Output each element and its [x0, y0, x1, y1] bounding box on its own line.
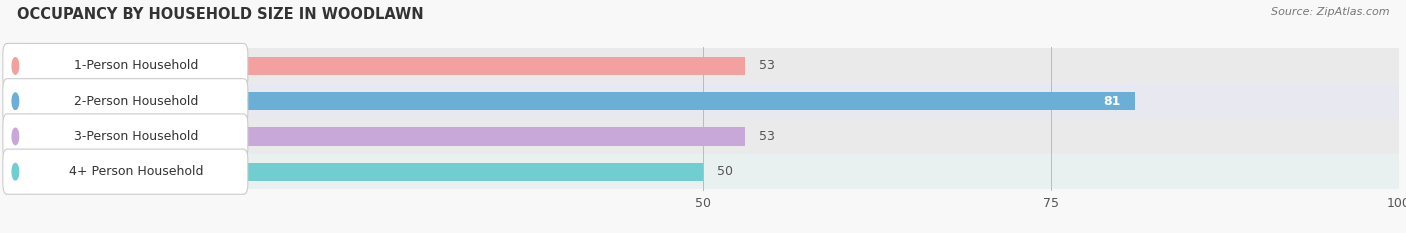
Bar [7, 92, 1135, 110]
Bar [7, 154, 1399, 189]
Bar [7, 163, 703, 181]
FancyBboxPatch shape [3, 114, 247, 159]
Text: 1-Person Household: 1-Person Household [75, 59, 198, 72]
Text: 2-Person Household: 2-Person Household [75, 95, 198, 108]
Circle shape [13, 163, 18, 180]
Text: 81: 81 [1104, 95, 1121, 108]
Text: 50: 50 [717, 165, 733, 178]
FancyBboxPatch shape [3, 149, 247, 194]
Text: Source: ZipAtlas.com: Source: ZipAtlas.com [1271, 7, 1389, 17]
Circle shape [13, 93, 18, 110]
Circle shape [13, 128, 18, 145]
Bar [7, 57, 745, 75]
Text: 4+ Person Household: 4+ Person Household [69, 165, 204, 178]
Bar [7, 127, 745, 146]
Bar [7, 119, 1399, 154]
FancyBboxPatch shape [3, 43, 247, 89]
Text: 3-Person Household: 3-Person Household [75, 130, 198, 143]
Text: 53: 53 [759, 130, 775, 143]
Circle shape [13, 58, 18, 74]
Text: 53: 53 [759, 59, 775, 72]
FancyBboxPatch shape [3, 79, 247, 124]
Text: OCCUPANCY BY HOUSEHOLD SIZE IN WOODLAWN: OCCUPANCY BY HOUSEHOLD SIZE IN WOODLAWN [17, 7, 423, 22]
Bar [7, 84, 1399, 119]
Bar [7, 48, 1399, 84]
